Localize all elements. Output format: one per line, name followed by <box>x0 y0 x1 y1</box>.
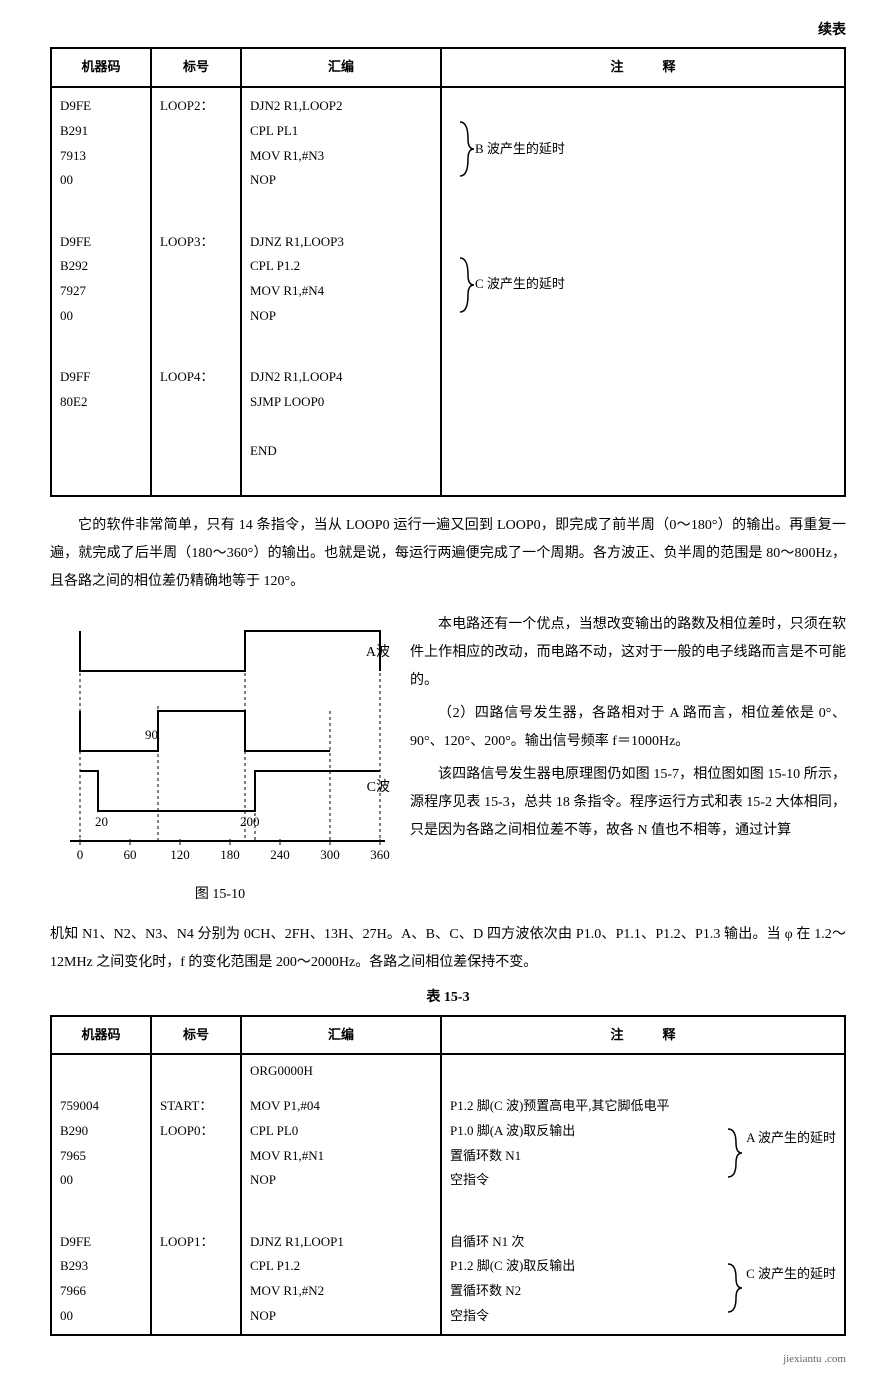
asm-line: END <box>250 439 432 464</box>
svg-text:360: 360 <box>370 847 390 862</box>
svg-text:C波: C波 <box>367 779 390 795</box>
brace-icon <box>460 114 475 184</box>
note-text: C 波产生的延时 <box>475 274 565 295</box>
th-asm: 汇编 <box>241 48 441 87</box>
asm-line: SJMP LOOP0 <box>250 390 432 415</box>
figure-caption: 图 15-10 <box>50 884 390 906</box>
asm-line: DJNZ R1,LOOP3 <box>250 230 432 255</box>
figure-15-10: A波 C波 <box>50 611 390 871</box>
th2-note: 注 释 <box>441 1016 845 1055</box>
machine-code: D9FF <box>60 365 142 390</box>
machine-code: 80E2 <box>60 390 142 415</box>
right-para-1: 本电路还有一个优点，当想改变输出的路数及相位差时，只须在软件上作相应的改动，而电… <box>410 611 846 695</box>
code-table-1: 机器码 标号 汇编 注 释 D9FEB291791300 LOOP2：DJN2 … <box>50 47 846 496</box>
machine-code: 7927 <box>60 279 142 304</box>
label-cell: LOOP2： <box>160 94 232 119</box>
label-cell: LOOP4： <box>160 365 232 390</box>
paragraph-1: 它的软件非常简单，只有 14 条指令，当从 LOOP0 运行一遍又回到 LOOP… <box>50 512 846 596</box>
continued-label: 续表 <box>50 20 846 42</box>
th-machine: 机器码 <box>51 48 151 87</box>
asm-line: MOV R1,#N3 <box>250 144 432 169</box>
svg-text:A波: A波 <box>366 644 390 660</box>
asm-line: NOP <box>250 304 432 329</box>
right-para-3: 该四路信号发生器电原理图仍如图 15-7，相位图如图 15-10 所示，源程序见… <box>410 761 846 845</box>
footer-watermark: jiexiantu .com <box>50 1351 846 1369</box>
svg-text:200: 200 <box>240 814 260 829</box>
asm-line: MOV R1,#N4 <box>250 279 432 304</box>
machine-code: 00 <box>60 304 142 329</box>
right-para-2: （2）四路信号发生器，各路相对于 A 路而言，相位差依是 0°、90°、120°… <box>410 700 846 756</box>
machine-code: 7913 <box>60 144 142 169</box>
th2-machine: 机器码 <box>51 1016 151 1055</box>
svg-text:90: 90 <box>145 727 158 742</box>
asm-line: DJN2 R1,LOOP2 <box>250 94 432 119</box>
asm-line: CPL PL1 <box>250 119 432 144</box>
svg-text:120: 120 <box>170 847 190 862</box>
machine-code: 00 <box>60 168 142 193</box>
svg-text:20: 20 <box>95 814 108 829</box>
th-label: 标号 <box>151 48 241 87</box>
brace-label-c: C 波产生的延时 <box>746 1264 836 1285</box>
th2-label: 标号 <box>151 1016 241 1055</box>
svg-text:300: 300 <box>320 847 340 862</box>
code-table-2: 机器码 标号 汇编 注 释 ORG0000H 759004B290796500 … <box>50 1015 846 1337</box>
brace-label-a: A 波产生的延时 <box>746 1128 836 1149</box>
svg-text:240: 240 <box>270 847 290 862</box>
brace-icon <box>728 1258 743 1318</box>
brace-icon <box>460 250 475 320</box>
asm-line: NOP <box>250 168 432 193</box>
table-2-title: 表 15-3 <box>50 987 846 1009</box>
machine-code: D9FE <box>60 230 142 255</box>
asm-line: DJN2 R1,LOOP4 <box>250 365 432 390</box>
paragraph-2: 机知 N1、N2、N3、N4 分别为 0CH、2FH、13H、27H。A、B、C… <box>50 921 846 977</box>
svg-text:60: 60 <box>124 847 137 862</box>
brace-icon <box>728 1123 743 1183</box>
machine-code: B292 <box>60 254 142 279</box>
label-cell: LOOP3： <box>160 230 232 255</box>
th-note: 注 释 <box>441 48 845 87</box>
svg-text:180: 180 <box>220 847 240 862</box>
th2-asm: 汇编 <box>241 1016 441 1055</box>
machine-code: B291 <box>60 119 142 144</box>
note-text: B 波产生的延时 <box>475 139 565 160</box>
machine-code: D9FE <box>60 94 142 119</box>
org-cell: ORG0000H <box>241 1054 441 1088</box>
asm-line <box>250 414 432 439</box>
asm-line: CPL P1.2 <box>250 254 432 279</box>
svg-text:0: 0 <box>77 847 84 862</box>
